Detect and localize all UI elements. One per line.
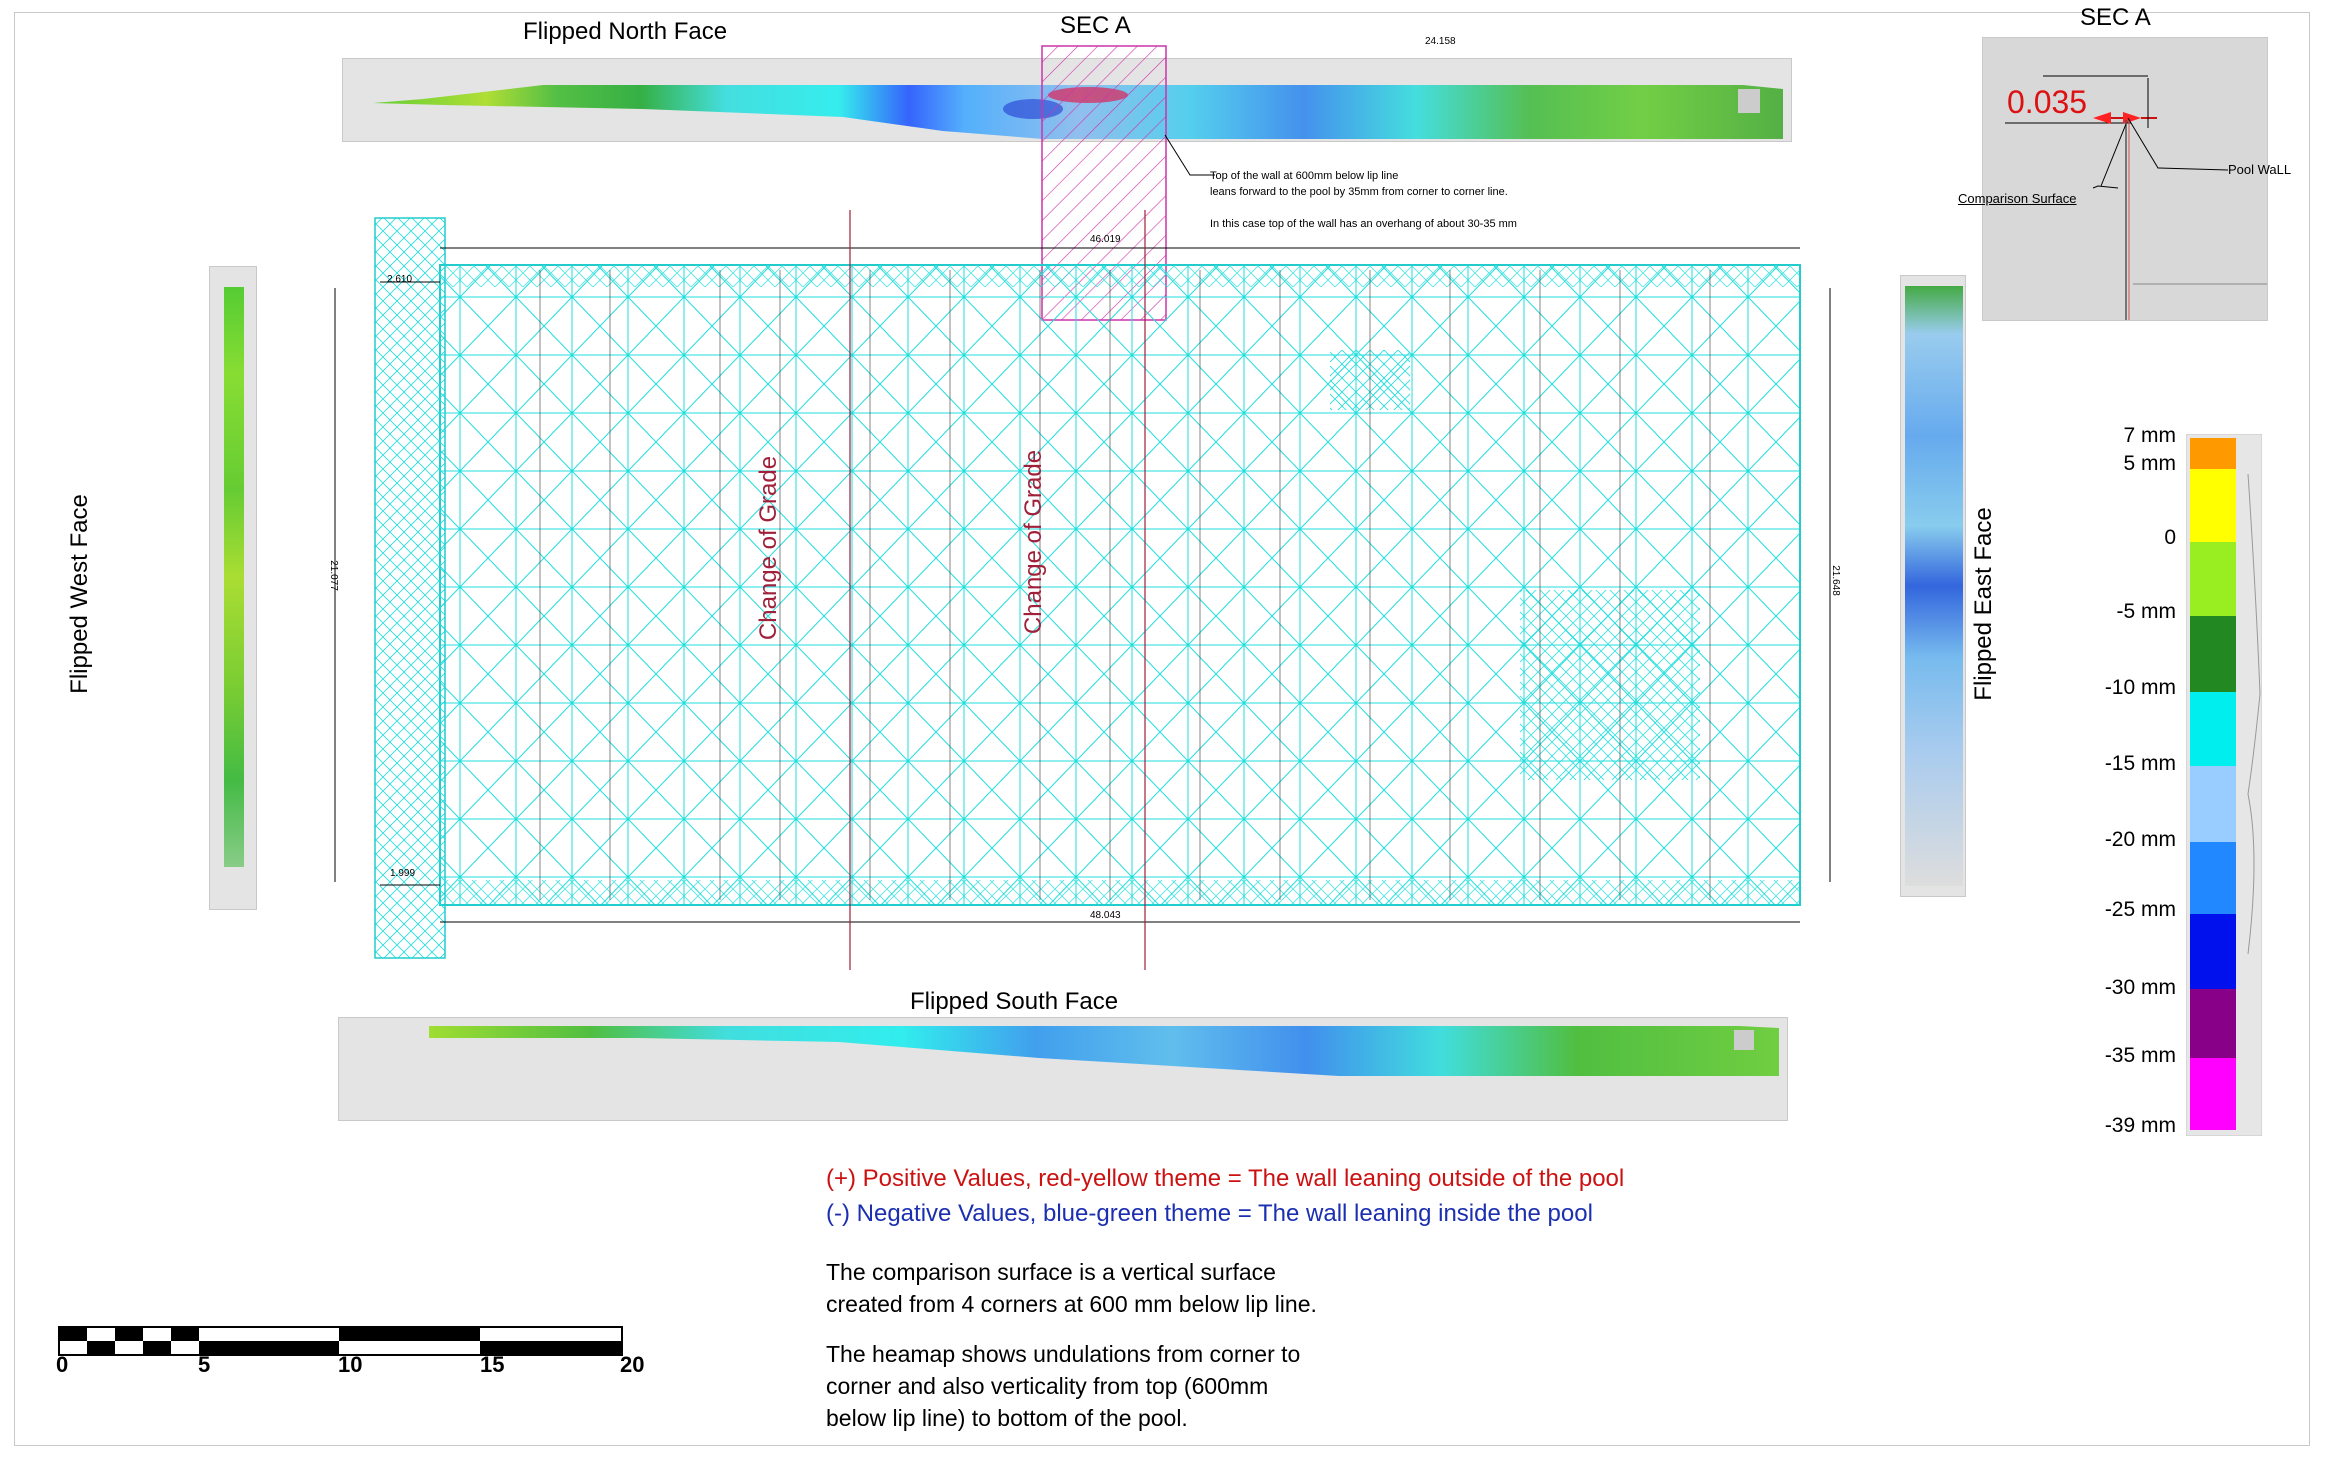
east-face-heatmap-svg [1905, 286, 1963, 886]
west-face-title: Flipped West Face [66, 494, 93, 694]
change-of-grade-label-2: Change of Grade [1020, 449, 1047, 635]
color-bar-label-4: -10 mm [2104, 676, 2176, 699]
dimension-small-bottom: 1.999 [390, 868, 416, 879]
scale-bar-label-3: 15 [480, 1352, 505, 1377]
section-inset-title: SEC A [2080, 4, 2151, 31]
section-inset-pool-wall: Pool WaLL [2228, 162, 2292, 177]
description-line-4: The heamap shows undulations from corner… [826, 1341, 1301, 1367]
color-bar-label-6: -20 mm [2104, 828, 2176, 851]
section-a-label: SEC A [1060, 12, 1131, 39]
section-note-line-2: leans forward to the pool by 35mm from c… [1210, 186, 1508, 198]
dimension-top-right: 24.158 [1425, 36, 1456, 47]
color-bar-swatch-0 [2190, 438, 2236, 469]
description: The comparison surface is a vertical sur… [826, 1256, 1317, 1434]
color-bar-swatch-5 [2190, 766, 2236, 842]
dimension-right-width: 21.648 [1829, 565, 1841, 596]
south-face-heatmap [338, 1017, 1788, 1121]
description-line-5: corner and also verticality from top (60… [826, 1373, 1269, 1399]
color-bar-label-9: -35 mm [2104, 1044, 2176, 1067]
color-bar-label-1: 5 mm [2123, 452, 2177, 475]
change-of-grade-label-1: Change of Grade [755, 455, 782, 641]
description-line-3 [826, 1320, 1317, 1338]
east-face-heatmap [1900, 275, 1966, 897]
color-bar-label-0: 7 mm [2123, 424, 2177, 447]
section-inset-svg [2005, 75, 2267, 320]
section-inset [1982, 37, 2268, 321]
color-bar-label-5: -15 mm [2104, 752, 2176, 775]
section-inset-comparison-surface: Comparison Surface [1958, 191, 2077, 206]
dimension-top-length: 46.019 [1090, 234, 1121, 245]
color-bar-label-7: -25 mm [2104, 898, 2176, 921]
legend-negative: (-) Negative Values, blue-green theme = … [826, 1200, 1593, 1227]
color-bar-label-10: -39 mm [2104, 1114, 2176, 1137]
color-bar [2186, 434, 2262, 1136]
color-bar-label-3: -5 mm [2116, 600, 2177, 623]
dimension-bottom-length: 48.043 [1090, 910, 1121, 921]
description-line-1: The comparison surface is a vertical sur… [826, 1259, 1276, 1285]
north-face-title: Flipped North Face [523, 18, 728, 45]
south-face-title: Flipped South Face [910, 988, 1119, 1015]
pool-plan-mesh [334, 210, 1831, 970]
color-bar-swatch-4 [2190, 692, 2236, 766]
description-line-2: created from 4 corners at 600 mm below l… [826, 1291, 1317, 1317]
south-face-heatmap-svg [429, 1026, 1779, 1076]
color-bar-swatch-6 [2190, 842, 2236, 914]
east-face-title: Flipped East Face [1970, 507, 1997, 701]
scale-bar-label-0: 0 [56, 1352, 69, 1377]
section-note-line-1: Top of the wall at 600mm below lip line [1210, 170, 1399, 182]
color-bar-swatch-7 [2190, 914, 2236, 989]
color-bar-swatch-2 [2190, 542, 2236, 616]
section-note-line-4: In this case top of the wall has an over… [1210, 218, 1517, 230]
dimension-small-top: 2.610 [387, 274, 413, 285]
legend-positive: (+) Positive Values, red-yellow theme = … [826, 1165, 1625, 1192]
section-note: Top of the wall at 600mm below lip line … [1210, 168, 1517, 232]
section-inset-value: 0.035 [2007, 84, 2088, 120]
color-bar-swatch-9 [2190, 1058, 2236, 1130]
color-bar-swatch-3 [2190, 616, 2236, 692]
west-face-heatmap [209, 266, 257, 910]
section-note-leader [1164, 134, 1215, 176]
color-bar-label-2: 0 [2164, 526, 2176, 549]
scale-bar [58, 1326, 623, 1356]
dimension-left-width: 21.077 [327, 560, 339, 591]
scale-bar-label-4: 20 [620, 1352, 645, 1377]
drawing-frame [14, 12, 2310, 1446]
color-bar-label-8: -30 mm [2104, 976, 2176, 999]
color-bar-swatch-1 [2190, 469, 2236, 542]
scale-bar-label-2: 10 [338, 1352, 363, 1377]
west-face-heatmap-svg [224, 287, 244, 867]
description-line-6: below lip line) to bottom of the pool. [826, 1405, 1188, 1431]
scale-bar-label-1: 5 [198, 1352, 211, 1377]
color-bar-swatch-8 [2190, 989, 2236, 1058]
